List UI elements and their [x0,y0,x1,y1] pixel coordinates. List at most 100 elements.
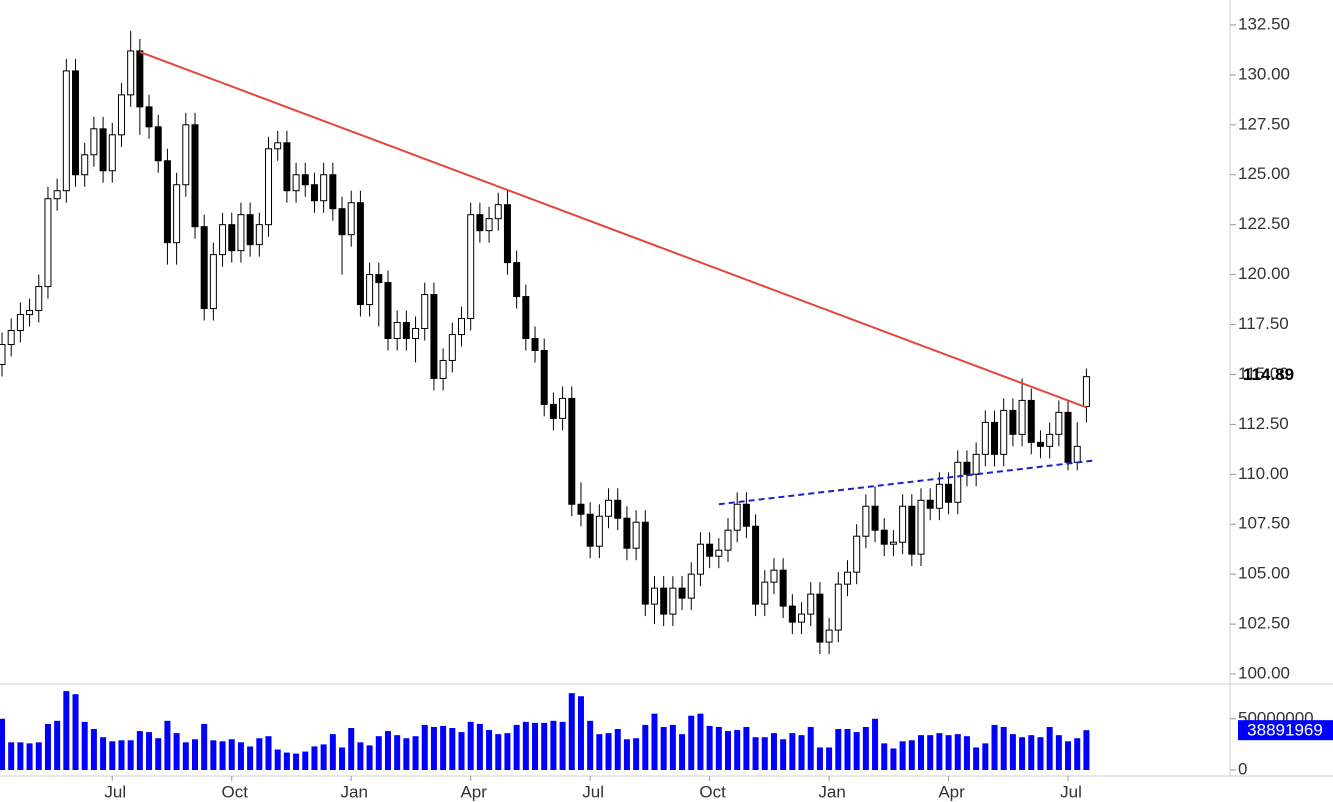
volume-bar [918,735,924,770]
candle-body [163,160,171,244]
candle-body [127,50,135,96]
volume-bar [596,734,603,770]
candle-body [880,529,888,545]
candle-body [421,294,429,330]
volume-bar [155,738,162,770]
volume-bar [945,735,952,770]
volume-bar [872,718,879,770]
volume-bar [890,748,897,770]
y-tick-label: 100.00 [1238,663,1290,682]
candle-body [16,314,24,332]
volume-bar [697,713,704,770]
volume-bar [265,736,272,770]
candle-body [1000,409,1008,455]
candle-body [899,505,907,543]
candle-body [62,70,70,192]
x-tick-label: Apr [938,782,965,801]
last-volume-badge [1238,720,1333,741]
candle-body [595,515,603,547]
candle-body [660,587,668,615]
candle-body [173,184,181,244]
volume-bar [688,715,695,770]
candle-body [513,262,521,298]
candle-body [393,322,401,340]
candle-body [954,461,962,503]
candle-body [375,274,383,284]
candle-body [338,208,346,236]
y-tick-label: 130.00 [1238,64,1290,83]
volume-bar [201,723,208,770]
y-tick-label: 107.50 [1238,514,1290,533]
candle-body [577,503,585,515]
candle-body [448,334,456,361]
volume-bar [274,749,281,770]
candle-body [412,328,420,340]
candle-body [356,202,364,306]
volume-bar [54,720,61,770]
candle-body [503,204,511,264]
volume-bar [853,732,860,770]
volume-bar [1028,735,1035,770]
volume-bar [577,696,584,770]
volume-bar [1037,737,1044,770]
volume-bar [228,739,235,770]
volume-bar [0,718,5,770]
trendline [718,459,1096,506]
candle-body [549,403,557,419]
volume-bar [651,713,658,770]
candle-body [44,198,52,288]
volume-bar [237,742,244,770]
candle-body [35,286,43,312]
candle-body [559,397,567,419]
volume-bar [210,740,217,770]
x-tick-label: Oct [699,782,726,801]
candle-body [0,343,6,365]
volume-bar [835,729,842,770]
candle-body [715,549,723,557]
volume-bar [798,735,805,770]
volume-bar [136,731,143,770]
candle-body [779,569,787,607]
candle-body [90,128,98,156]
volume-bar [522,721,529,770]
candle-body [908,505,916,555]
x-tick-label: Jan [341,782,368,801]
candle-body [108,134,116,172]
volume-bar [394,735,401,770]
volume-bar [743,726,750,770]
volume-bar [44,723,51,770]
candle-body [1009,409,1017,435]
volume-bar [329,734,336,770]
candle-body [81,154,89,176]
volume-bar [293,753,300,770]
volume-bar [100,737,107,770]
x-tick-label: Oct [222,782,249,801]
candle-body [53,190,61,200]
volume-bar [1065,741,1072,770]
volume-bar [219,741,226,770]
candle-body [623,517,631,549]
candle-body [99,128,107,172]
volume-bar [8,742,15,770]
candle-body [641,521,649,605]
candle-body [384,282,392,340]
volume-bar [412,736,419,770]
x-tick-label: Jul [104,782,126,801]
volume-bar [182,742,189,770]
volume-bar [587,720,594,770]
y-tick-label: 125.00 [1238,164,1290,183]
volume-bar [495,734,502,770]
candle-body [963,461,971,475]
volume-bar [761,737,768,770]
candle-body [467,214,475,320]
candle-body [807,593,815,615]
candle-body [1082,376,1090,407]
y2-tick-label: 0 [1238,759,1247,778]
volume-bar [550,720,557,770]
y-tick-label: 120.00 [1238,264,1290,283]
volume-bar [679,734,686,770]
candle-body [706,543,714,557]
candle-body [945,483,953,503]
candle-body [366,274,374,306]
